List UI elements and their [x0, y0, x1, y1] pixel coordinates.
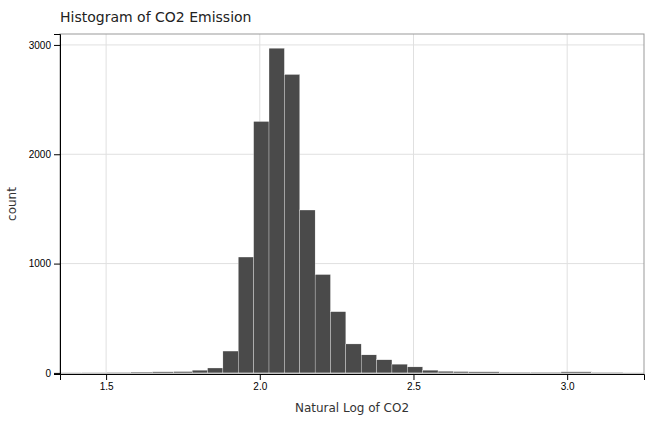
grid-line	[413, 34, 414, 374]
bar	[423, 370, 438, 373]
tick-mark	[54, 373, 60, 374]
tick-label: 2000	[29, 149, 52, 160]
tick-label: 3.0	[561, 381, 575, 392]
axis-line	[61, 375, 645, 381]
bar	[592, 372, 623, 374]
tick-label: 3000	[29, 40, 52, 51]
tick-mark	[54, 264, 60, 265]
x-axis-title: Natural Log of CO2	[295, 401, 409, 415]
grid-line	[60, 263, 644, 264]
bar	[223, 351, 238, 373]
title: Histogram of CO2 Emission	[60, 9, 251, 25]
tick-label: 2.5	[407, 381, 421, 392]
bar	[377, 360, 392, 373]
bar	[561, 372, 592, 373]
plot-frame	[60, 34, 644, 374]
tick-mark	[260, 374, 261, 380]
bar	[106, 372, 131, 374]
bar	[346, 344, 361, 373]
bar	[208, 368, 223, 373]
plot: 1.5 2.0 2.5 3.0 0 1000 2000 3000	[29, 34, 645, 392]
bars	[60, 48, 622, 373]
tick: 2.5	[407, 374, 421, 392]
tick-label: 1.5	[100, 381, 114, 392]
grid-line	[106, 34, 107, 374]
bar	[192, 370, 207, 373]
bar	[284, 74, 299, 372]
bar	[361, 355, 376, 373]
grid-line	[567, 34, 568, 374]
tick: 3000	[29, 40, 60, 51]
tick: 0	[45, 368, 60, 379]
tick-mark	[567, 374, 568, 380]
tick-label: 0	[45, 368, 51, 379]
bar	[269, 48, 284, 373]
tick: 2000	[29, 149, 60, 160]
bar	[82, 372, 107, 373]
bar	[500, 372, 531, 374]
bar	[254, 121, 269, 372]
bar	[453, 372, 468, 373]
axis-line	[54, 35, 61, 375]
bar	[131, 372, 153, 374]
y-axis-title: count	[5, 187, 19, 221]
y-axis: 0 1000 2000 3000	[29, 35, 61, 379]
grid-line	[60, 154, 644, 155]
bar	[60, 372, 82, 373]
bar	[315, 275, 330, 373]
bar	[438, 371, 453, 373]
tick-mark	[54, 154, 60, 155]
bar	[238, 257, 253, 373]
tick-mark	[54, 45, 60, 46]
bar	[530, 372, 561, 374]
tick: 1.5	[100, 374, 114, 392]
bar	[174, 372, 192, 373]
bar	[469, 372, 500, 373]
tick-label: 2.0	[253, 381, 267, 392]
bar	[152, 372, 174, 373]
tick-mark	[413, 374, 414, 380]
bar	[407, 367, 422, 373]
bar	[330, 312, 345, 373]
bar	[300, 210, 315, 373]
bar	[392, 364, 407, 373]
grid-line	[60, 44, 644, 45]
tick-mark	[106, 374, 107, 380]
tick: 1000	[29, 258, 60, 269]
tick: 2.0	[253, 374, 267, 392]
tick: 3.0	[561, 374, 575, 392]
chart: 1.5 2.0 2.5 3.0 0 1000 2000 3000 Histogram of CO…	[0, 0, 662, 422]
grid	[60, 34, 644, 374]
tick-label: 1000	[29, 258, 52, 269]
x-axis: 1.5 2.0 2.5 3.0	[61, 374, 645, 392]
